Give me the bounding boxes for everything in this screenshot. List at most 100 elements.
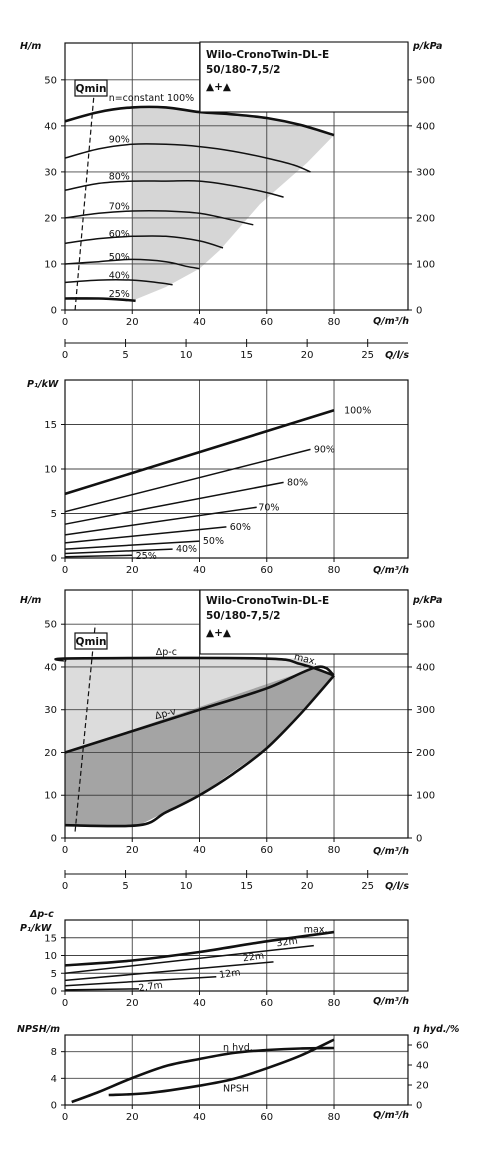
ls-tick-label: 15 <box>240 881 253 892</box>
curve-label: 25% <box>136 551 157 562</box>
series-line-40- <box>64 548 173 555</box>
y-tick-label: 10 <box>44 951 57 962</box>
y-axis-title: H/m <box>20 41 41 52</box>
x-axis-title: Q/m³/h <box>373 846 409 857</box>
y-tick-label: 20 <box>44 748 57 759</box>
series-line-max- <box>64 674 335 828</box>
x-tick-label: 80 <box>328 317 341 328</box>
series-line-npsh <box>108 1038 335 1097</box>
y-axis-title: H/m <box>20 595 41 606</box>
x-tick-label: 40 <box>193 317 206 328</box>
series-line-2-7m <box>64 988 140 991</box>
curve-label: 60% <box>230 522 251 533</box>
y2-tick-label: 20 <box>416 1081 429 1092</box>
x-tick-label: 60 <box>260 845 273 856</box>
series-line--hyd- <box>71 1046 335 1104</box>
curve-label: 50% <box>203 536 224 547</box>
series-line-90- <box>64 448 311 513</box>
x-tick-label: 20 <box>126 1112 139 1123</box>
series-line-90- <box>64 143 311 173</box>
y2-tick-label: 100 <box>416 791 435 802</box>
x-tick-label: 60 <box>260 317 273 328</box>
operating-area-shading <box>132 107 334 301</box>
qmin-label: Qmin <box>76 636 107 648</box>
series-line-50- <box>64 258 200 270</box>
series-line-50- <box>64 540 200 550</box>
product-model-2: 50/180-7,5/2 <box>206 610 280 622</box>
series-line-40- <box>64 279 173 286</box>
x-tick-label: 0 <box>62 565 68 576</box>
y-tick-label: 10 <box>44 791 57 802</box>
hq-speed-chart: 0 20 40 60 80010203040500100200300400500Q/m³… <box>20 41 442 328</box>
y-tick-label: 15 <box>44 420 57 431</box>
product-title-box-1: Wilo-CronoTwin-DL-E 50/180-7,5/2 ▲+▲ <box>199 41 409 113</box>
y-tick-label: 5 <box>51 969 57 980</box>
y2-axis-title: p/kPa <box>412 595 442 606</box>
x-tick-label: 40 <box>193 565 206 576</box>
x-tick-label: 20 <box>126 317 139 328</box>
x-tick-label: 60 <box>260 565 273 576</box>
series-line-80- <box>64 179 284 198</box>
curve-label: 40% <box>109 270 130 281</box>
x-tick-label: 0 <box>62 1112 68 1123</box>
qmin-line <box>74 624 96 832</box>
curve-label: n=constant 100% <box>109 93 194 104</box>
curve-label: 32m <box>276 936 299 950</box>
p1-control-chart: 0 20 40 60 80 0 5 10 15 Q/m³/h P₁/kW Δp-c max. 32m 22m… <box>20 909 409 1009</box>
x-tick-label: 40 <box>193 1112 206 1123</box>
y-axis-title: P₁/kW <box>27 379 59 390</box>
curve-label: 70% <box>258 502 279 513</box>
series-line--p-c <box>54 656 335 677</box>
curve-label: Δp-v <box>154 706 178 722</box>
y-tick-label: 0 <box>51 987 57 998</box>
x-axis-title: Q/m³/h <box>373 996 409 1007</box>
curve-label: NPSH <box>223 1083 249 1094</box>
product-model-1: 50/180-7,5/2 <box>206 64 280 76</box>
qmin-line <box>74 79 96 311</box>
curve-label: 80% <box>109 172 130 183</box>
series-line-25- <box>64 297 136 303</box>
curve-label: 12m <box>219 967 242 981</box>
product-title-2: Wilo-CronoTwin-DL-E <box>206 595 329 607</box>
series-line-70- <box>64 209 254 226</box>
curve-label: 25% <box>109 289 130 300</box>
twin-pump-symbols-1: ▲+▲ <box>206 81 232 93</box>
y-tick-label: 0 <box>51 554 57 565</box>
p1-speed-chart: 0 20 40 60 80 0 5 10 15 Q/m³/h P₁/kW 100% 90% 80% 70% 6… <box>27 379 409 576</box>
x-tick-label: 40 <box>193 998 206 1009</box>
qmin-box <box>74 632 108 650</box>
series-line-100- <box>64 409 335 496</box>
x-tick-label: 80 <box>328 845 341 856</box>
ls-axis-title: Q/l/s <box>385 350 409 361</box>
y2-tick-label: 100 <box>416 259 435 270</box>
y2-tick-label: 500 <box>416 75 435 86</box>
series-line-22m <box>64 961 274 982</box>
y-tick-label: 0 <box>51 306 57 317</box>
ls-axis-title: Q/l/s <box>385 881 409 892</box>
y-tick-label: 0 <box>51 1101 57 1112</box>
series-line-32m <box>64 944 314 975</box>
curve-label: 22m <box>242 950 265 964</box>
y-axis-title: NPSH/m <box>17 1024 60 1035</box>
curve-label: η hyd. <box>223 1043 253 1054</box>
y2-tick-label: 0 <box>416 1101 422 1112</box>
y2-tick-label: 400 <box>416 662 435 673</box>
x-tick-label: 0 <box>62 845 68 856</box>
ls-tick-label: 20 <box>301 881 314 892</box>
plot-frame <box>64 1034 409 1106</box>
ls-tick-label: 10 <box>180 881 193 892</box>
y-tick-label: 50 <box>44 620 57 631</box>
x-tick-label: 80 <box>328 565 341 576</box>
curve-label: 60% <box>109 229 130 240</box>
ls-tick-label: 25 <box>361 881 374 892</box>
curve-label: 100% <box>344 405 371 416</box>
curve-label: 40% <box>176 544 197 555</box>
curve-label: 90% <box>109 135 130 146</box>
y-tick-label: 10 <box>44 465 57 476</box>
y-tick-label: 0 <box>51 834 57 845</box>
y2-tick-label: 400 <box>416 121 435 132</box>
series-line-80- <box>64 481 284 525</box>
x-tick-label: 20 <box>126 565 139 576</box>
y-tick-label: 30 <box>44 167 57 178</box>
